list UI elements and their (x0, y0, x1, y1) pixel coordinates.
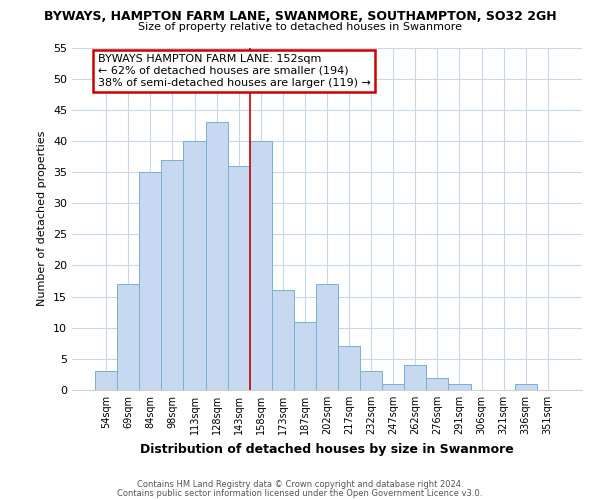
Y-axis label: Number of detached properties: Number of detached properties (37, 131, 47, 306)
Bar (250, 141, 272, 390)
Bar (360, 372, 382, 390)
Text: Contains HM Land Registry data © Crown copyright and database right 2024.: Contains HM Land Registry data © Crown c… (137, 480, 463, 489)
Bar (95, 372, 117, 390)
Bar (206, 122, 227, 390)
Bar (338, 346, 360, 390)
Bar (117, 284, 139, 390)
Bar (184, 141, 206, 390)
Bar (382, 384, 404, 390)
Bar (316, 284, 338, 390)
Bar (427, 378, 448, 390)
Bar (227, 166, 250, 390)
Bar (139, 172, 161, 390)
Text: Size of property relative to detached houses in Swanmore: Size of property relative to detached ho… (138, 22, 462, 32)
X-axis label: Distribution of detached houses by size in Swanmore: Distribution of detached houses by size … (140, 442, 514, 456)
Bar (448, 384, 470, 390)
Text: BYWAYS HAMPTON FARM LANE: 152sqm
← 62% of detached houses are smaller (194)
38% : BYWAYS HAMPTON FARM LANE: 152sqm ← 62% o… (97, 54, 370, 88)
Bar (272, 290, 294, 390)
Bar (294, 322, 316, 390)
Text: BYWAYS, HAMPTON FARM LANE, SWANMORE, SOUTHAMPTON, SO32 2GH: BYWAYS, HAMPTON FARM LANE, SWANMORE, SOU… (44, 10, 556, 23)
Bar (404, 365, 427, 390)
Bar (515, 384, 537, 390)
Bar (161, 160, 184, 390)
Text: Contains public sector information licensed under the Open Government Licence v3: Contains public sector information licen… (118, 488, 482, 498)
